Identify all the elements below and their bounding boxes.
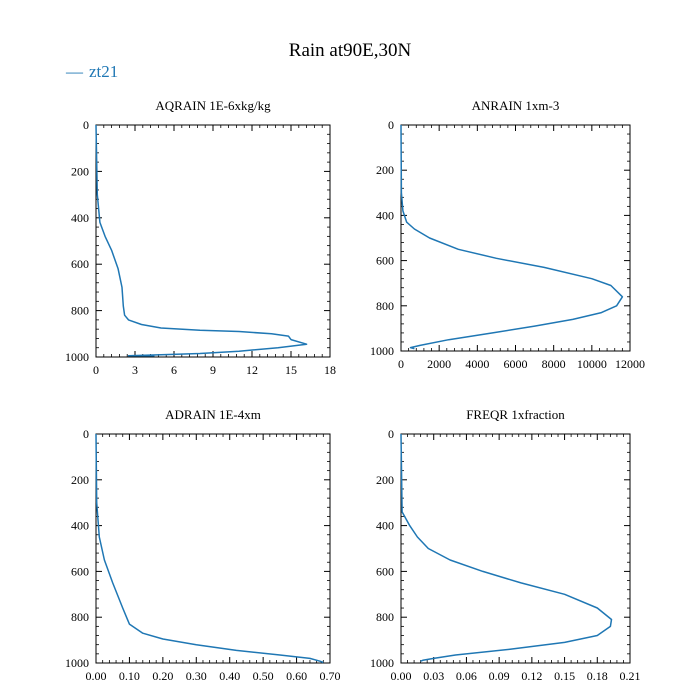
x-tick-label: 0.50 xyxy=(253,669,274,683)
x-tick-label: 15 xyxy=(285,363,297,377)
y-tick-label: 1000 xyxy=(370,344,394,358)
panel-title: AQRAIN 1E-6xkg/kg xyxy=(155,98,271,113)
x-tick-label: 0.18 xyxy=(587,669,608,683)
x-tick-label: 18 xyxy=(324,363,336,377)
y-tick-label: 400 xyxy=(71,211,89,225)
panel-title: ADRAIN 1E-4xm xyxy=(165,407,261,422)
x-tick-label: 0.60 xyxy=(286,669,307,683)
y-tick-label: 1000 xyxy=(370,656,394,670)
panel-title: FREQR 1xfraction xyxy=(466,407,565,422)
panel-4: FREQR 1xfraction 0.00 0.03 0.06 0.09 0.12 0.15… xyxy=(370,407,641,683)
x-tick-label: 0.03 xyxy=(423,669,444,683)
y-tick-label: 200 xyxy=(71,473,89,487)
x-tick-label: 8000 xyxy=(542,357,566,371)
y-tick-label: 200 xyxy=(376,163,394,177)
panel-title: ANRAIN 1xm-3 xyxy=(472,98,560,113)
x-tick-label: 0.70 xyxy=(320,669,341,683)
panel-2: ANRAIN 1xm-3 0 2000 4000 6000 8000 10000 12000 0… xyxy=(370,98,645,371)
x-tick-label: 0.15 xyxy=(554,669,575,683)
x-tick-label: 12 xyxy=(246,363,258,377)
series-line-zt21 xyxy=(400,433,613,662)
figure-title: Rain at90E,30N xyxy=(289,40,412,61)
legend-label: zt21 xyxy=(89,62,118,81)
y-tick-label: 0 xyxy=(83,427,89,441)
y-tick-label: 400 xyxy=(71,519,89,533)
series-line-zt21 xyxy=(400,124,624,350)
y-tick-label: 400 xyxy=(376,208,394,222)
x-tick-label: 0.10 xyxy=(119,669,140,683)
y-tick-label: 800 xyxy=(376,299,394,313)
y-tick-label: 200 xyxy=(376,473,394,487)
y-tick-label: 800 xyxy=(71,610,89,624)
y-tick-label: 1000 xyxy=(65,350,89,364)
x-tick-label: 0.06 xyxy=(456,669,477,683)
y-tick-label: 600 xyxy=(71,257,89,271)
y-tick-label: 600 xyxy=(376,254,394,268)
x-tick-label: 0.00 xyxy=(86,669,107,683)
x-tick-label: 2000 xyxy=(427,357,451,371)
x-tick-label: 0.40 xyxy=(219,669,240,683)
y-tick-label: 800 xyxy=(376,610,394,624)
y-tick-label: 0 xyxy=(388,427,394,441)
x-tick-label: 6000 xyxy=(504,357,528,371)
x-tick-label: 10000 xyxy=(577,357,607,371)
y-tick-label: 800 xyxy=(71,304,89,318)
x-tick-label: 0.20 xyxy=(152,669,173,683)
x-tick-label: 9 xyxy=(210,363,216,377)
x-tick-label: 0.09 xyxy=(489,669,510,683)
legend-marker: — xyxy=(65,62,84,81)
panels: AQRAIN 1E-6xkg/kg 0 3 6 9 12 15 18 0 200 400 600 800… xyxy=(65,98,645,683)
y-tick-label: 0 xyxy=(388,118,394,132)
x-tick-label: 3 xyxy=(132,363,138,377)
x-tick-label: 4000 xyxy=(465,357,489,371)
y-tick-label: 0 xyxy=(83,118,89,132)
y-tick-label: 1000 xyxy=(65,656,89,670)
panel-1: AQRAIN 1E-6xkg/kg 0 3 6 9 12 15 18 0 200 400 600 800… xyxy=(65,98,336,377)
plot-frame xyxy=(95,124,331,358)
plot-frame xyxy=(400,124,631,352)
x-tick-label: 0 xyxy=(93,363,99,377)
x-tick-label: 0.30 xyxy=(186,669,207,683)
y-tick-label: 600 xyxy=(376,564,394,578)
y-tick-label: 200 xyxy=(71,164,89,178)
x-tick-label: 0.12 xyxy=(521,669,542,683)
y-tick-label: 400 xyxy=(376,519,394,533)
panel-3: ADRAIN 1E-4xm 0.00 0.10 0.20 0.30 0.40 0.50 0.6… xyxy=(65,407,341,683)
plot-frame xyxy=(400,433,631,664)
x-tick-label: 0.00 xyxy=(391,669,412,683)
y-tick-label: 600 xyxy=(71,564,89,578)
plot-frame xyxy=(95,433,331,664)
x-tick-label: 0 xyxy=(398,357,404,371)
x-tick-label: 6 xyxy=(171,363,177,377)
legend: — zt21 xyxy=(65,62,118,81)
x-tick-label: 0.21 xyxy=(620,669,641,683)
series-line-zt21 xyxy=(95,433,324,664)
x-tick-label: 12000 xyxy=(615,357,645,371)
series-line-zt21 xyxy=(95,124,308,357)
